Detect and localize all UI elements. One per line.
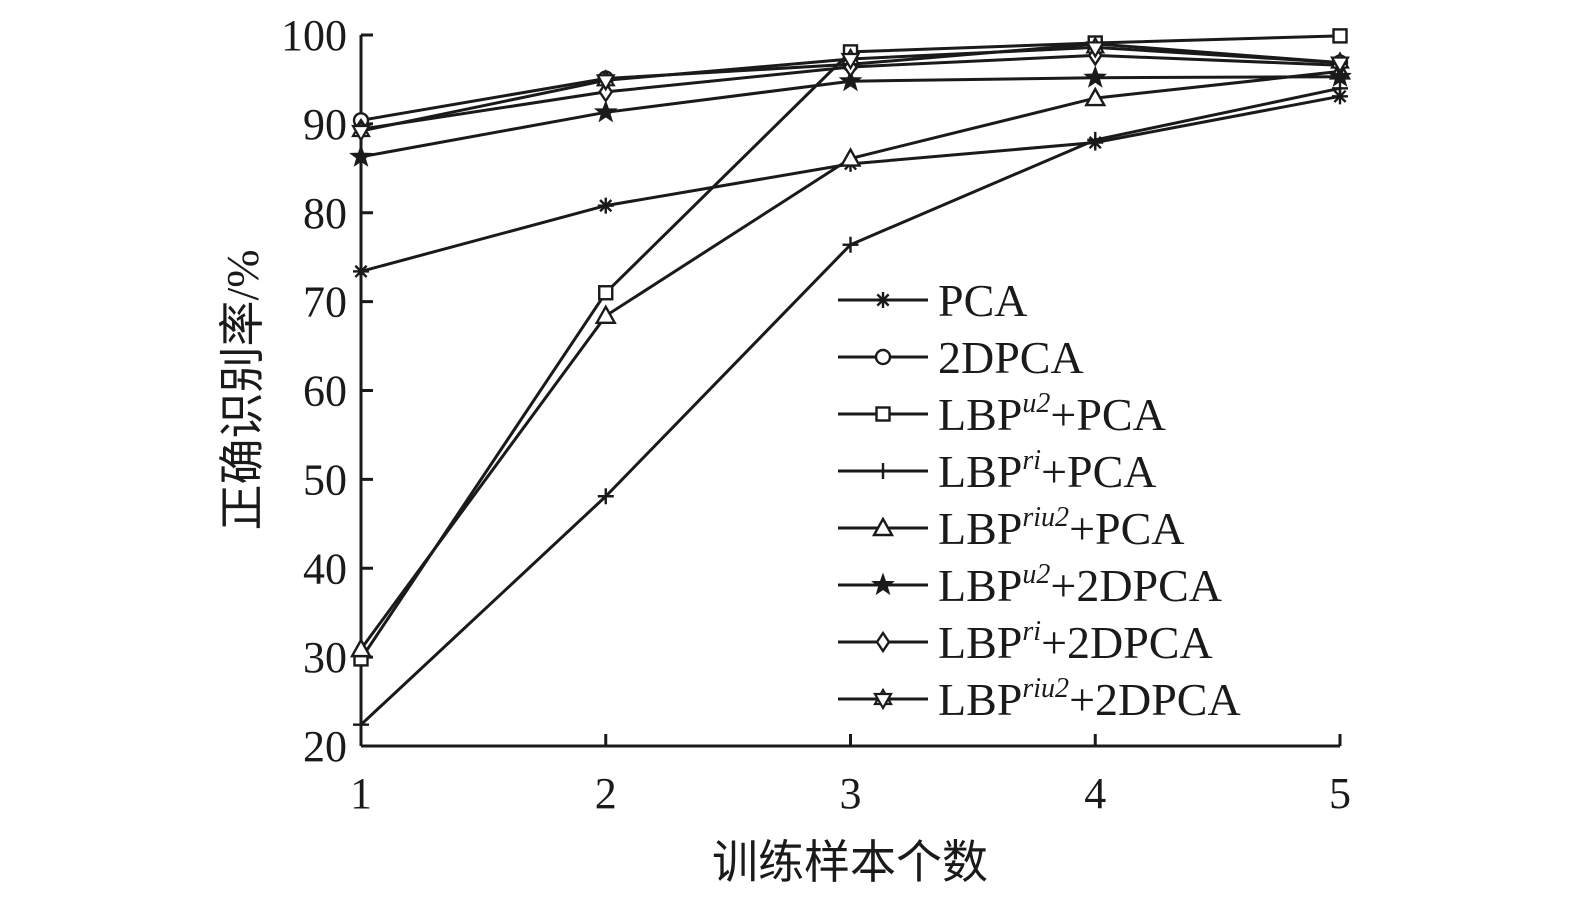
legend-label: PCA xyxy=(938,275,1027,326)
hexstar-marker xyxy=(1085,36,1106,59)
y-tick-label: 60 xyxy=(303,367,347,416)
legend-label: 2DPCA xyxy=(938,332,1084,383)
square-marker xyxy=(875,406,891,422)
legend-item: LBPri+2DPCA xyxy=(838,616,1213,668)
series-layer xyxy=(349,28,1352,733)
y-tick-label: 30 xyxy=(303,633,347,682)
legend-label: LBPri+PCA xyxy=(938,445,1157,497)
x-axis-label: 训练样本个数 xyxy=(712,837,988,888)
legend-item: LBPu2+2DPCA xyxy=(838,559,1222,611)
star-marker xyxy=(1083,65,1108,88)
asterisk-marker xyxy=(875,292,891,308)
legend-item: LBPu2+PCA xyxy=(838,388,1166,440)
y-tick-label: 20 xyxy=(303,722,347,771)
star-marker xyxy=(871,572,895,596)
diamond-marker xyxy=(875,630,891,654)
triangle-marker xyxy=(349,637,373,658)
x-tick-label: 4 xyxy=(1084,769,1106,818)
triangle-marker xyxy=(594,304,617,325)
legend-item: LBPri+PCA xyxy=(838,445,1157,497)
asterisk-marker xyxy=(353,263,369,280)
series-LBPriu2+PCA xyxy=(349,59,1352,658)
legend-label: LBPu2+PCA xyxy=(938,388,1166,440)
square-marker xyxy=(598,285,614,301)
triangle-marker xyxy=(871,516,895,537)
plus-marker xyxy=(353,716,369,733)
asterisk-marker xyxy=(597,197,614,214)
axes: 20 30 40 50 60 70 80 90 100 1 2 3 4 5 xyxy=(281,11,1351,818)
plus-marker xyxy=(842,236,859,253)
star-marker xyxy=(593,99,618,123)
legend-label: LBPriu2+PCA xyxy=(938,502,1185,554)
series-LBPri+PCA xyxy=(353,80,1348,733)
circle-marker xyxy=(874,348,892,366)
x-tick-label: 2 xyxy=(595,769,617,818)
y-tick-label: 40 xyxy=(303,544,347,593)
hexstar-marker xyxy=(1330,51,1350,74)
hexstar-marker xyxy=(595,69,616,92)
legend-label: LBPri+2DPCA xyxy=(938,616,1213,668)
diamond-marker xyxy=(598,80,614,104)
x-tick-label: 5 xyxy=(1329,769,1351,818)
legend-label: LBPriu2+2DPCA xyxy=(938,673,1241,725)
legend-item: 2DPCA xyxy=(838,332,1084,383)
y-tick-label: 70 xyxy=(303,278,347,327)
legend-item: LBPriu2+2DPCA xyxy=(838,673,1241,725)
y-tick-label: 80 xyxy=(303,189,347,238)
y-axis-label: 正确识别率/% xyxy=(217,249,268,530)
triangle-marker xyxy=(839,147,862,167)
hexstar-marker xyxy=(840,47,861,71)
plus-marker xyxy=(597,488,614,505)
hexstar-marker xyxy=(351,119,371,143)
legend-item: PCA xyxy=(838,275,1027,326)
legend: PCA2DPCALBPu2+PCALBPri+PCALBPriu2+PCALBP… xyxy=(838,275,1241,725)
triangle-marker xyxy=(1084,86,1107,107)
hexstar-marker xyxy=(873,687,893,711)
star-marker xyxy=(838,68,863,92)
plus-marker xyxy=(875,463,891,479)
plus-marker xyxy=(1332,80,1348,97)
legend-label: LBPu2+2DPCA xyxy=(938,559,1222,611)
x-tick-label: 1 xyxy=(350,769,372,818)
plus-marker xyxy=(1087,131,1104,148)
y-tick-label: 100 xyxy=(281,11,347,60)
star-marker xyxy=(349,144,373,167)
legend-item: LBPriu2+PCA xyxy=(838,502,1185,554)
y-tick-label: 90 xyxy=(303,100,347,149)
x-tick-label: 3 xyxy=(840,769,862,818)
square-marker xyxy=(1332,28,1348,44)
series-LBPriu2+2DPCA xyxy=(351,36,1350,143)
y-tick-label: 50 xyxy=(303,455,347,504)
